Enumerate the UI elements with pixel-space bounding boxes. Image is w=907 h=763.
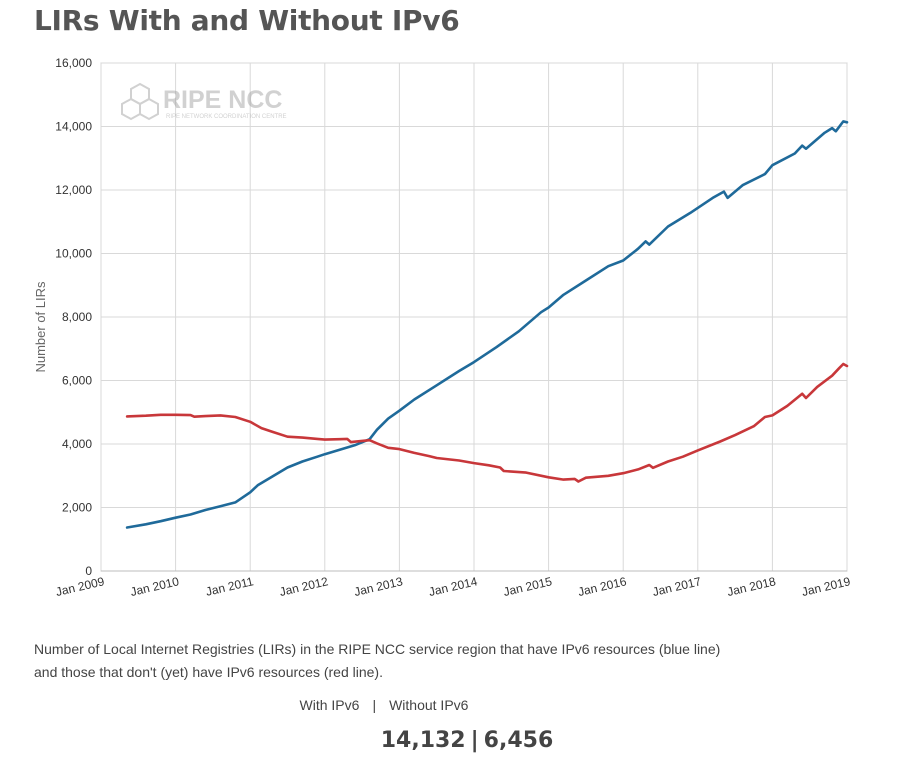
series-line-without [125,362,849,483]
chart-grid [100,62,848,572]
series-line-with [125,120,849,529]
y-tick-label: 0 [85,564,92,578]
x-tick-label: Jan 2010 [129,574,181,599]
y-axis-ticks: 0 2,000 4,000 6,000 8,000 10,000 12,000 14,000 1… [55,56,92,578]
x-tick-label: Jan 2017 [651,574,703,599]
y-tick-label: 12,000 [55,183,92,197]
x-tick-label: Jan 2009 [54,574,106,599]
x-tick-label: Jan 2011 [204,574,255,599]
y-axis-label: Number of LIRs [33,281,48,373]
chart-caption: Number of Local Internet Registries (LIR… [34,641,721,680]
x-tick-label: Jan 2013 [353,574,405,599]
y-tick-label: 8,000 [62,310,92,324]
x-tick-label: Jan 2012 [278,574,330,599]
x-tick-label: Jan 2019 [800,574,852,599]
y-tick-label: 16,000 [55,56,92,70]
page-title: LIRs With and Without IPv6 [34,4,460,37]
chart-series [125,120,849,529]
x-tick-label: Jan 2016 [577,574,629,599]
summary-values: 14,132 | 6,456 [0,728,907,753]
y-tick-label: 14,000 [55,120,92,134]
x-tick-label: Jan 2015 [502,574,554,599]
x-axis-ticks: Jan 2009 Jan 2010 Jan 2011 Jan 2012 Jan 2013… [54,574,852,599]
without-ipv6-label: Without IPv6 [389,697,469,713]
logo-name: RIPE NCC [163,86,282,114]
without-ipv6-value: 6,456 [483,728,554,753]
value-separator: | [470,728,479,753]
x-tick-label: Jan 2014 [427,574,479,599]
with-ipv6-value: 14,132 [380,728,466,753]
ripe-ncc-logo: RIPE NCC RIPE NETWORK COORDINATION CENTR… [121,82,287,121]
line-chart: RIPE NCC RIPE NETWORK COORDINATION CENTR… [33,56,852,599]
y-tick-label: 10,000 [55,247,92,261]
summary-labels: With IPv6 | Without IPv6 [0,697,768,713]
y-tick-label: 4,000 [62,437,92,451]
y-tick-label: 6,000 [62,374,92,388]
y-tick-label: 2,000 [62,501,92,515]
with-ipv6-label: With IPv6 [299,697,360,713]
logo-tagline: RIPE NETWORK COORDINATION CENTRE [166,114,287,120]
label-separator: | [372,697,377,713]
x-tick-label: Jan 2018 [726,574,778,599]
cube-logo-icon [121,82,159,121]
